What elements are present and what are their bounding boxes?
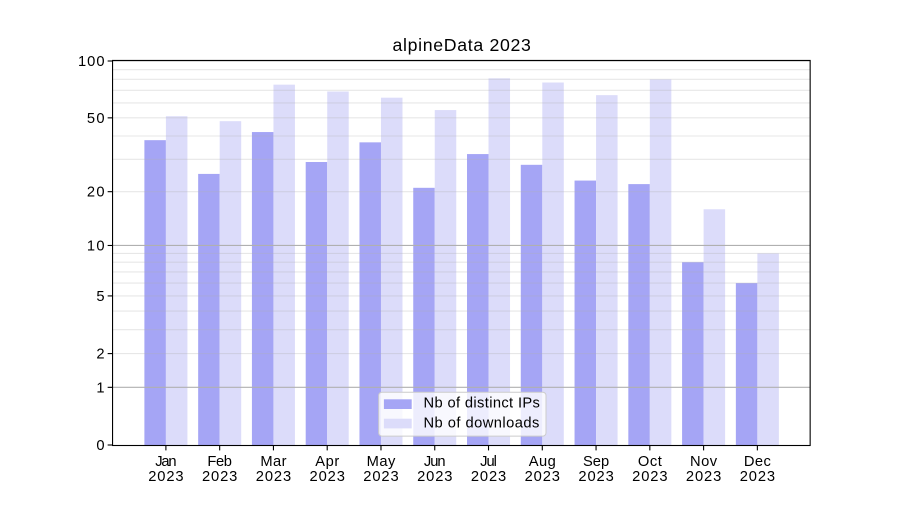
svg-text:May: May [367, 454, 396, 470]
svg-text:2: 2 [96, 347, 104, 363]
svg-text:Jul: Jul [480, 454, 497, 470]
svg-text:Mar: Mar [260, 454, 286, 470]
svg-text:2023: 2023 [525, 469, 560, 485]
svg-text:Nb of distinct IPs: Nb of distinct IPs [424, 396, 540, 412]
svg-text:2023: 2023 [148, 469, 183, 485]
svg-text:2023: 2023 [417, 469, 452, 485]
svg-text:2023: 2023 [256, 469, 291, 485]
svg-text:0: 0 [96, 438, 104, 454]
svg-text:Nov: Nov [690, 454, 718, 470]
svg-text:2023: 2023 [471, 469, 506, 485]
svg-text:Nb of downloads: Nb of downloads [424, 415, 540, 431]
svg-text:2023: 2023 [202, 469, 237, 485]
svg-text:2023: 2023 [310, 469, 345, 485]
svg-text:2023: 2023 [686, 469, 721, 485]
svg-text:Aug: Aug [529, 454, 556, 470]
svg-text:alpineData 2023: alpineData 2023 [393, 35, 532, 55]
svg-text:20: 20 [87, 185, 105, 201]
svg-text:10: 10 [87, 238, 105, 254]
svg-text:1: 1 [96, 380, 104, 396]
svg-text:100: 100 [78, 54, 105, 70]
svg-text:Jun: Jun [424, 454, 446, 470]
svg-text:Oct: Oct [638, 454, 662, 470]
svg-text:Apr: Apr [315, 454, 339, 470]
svg-text:2023: 2023 [363, 469, 398, 485]
svg-text:50: 50 [87, 111, 105, 127]
svg-text:2023: 2023 [578, 469, 613, 485]
svg-text:Sep: Sep [583, 454, 609, 470]
svg-text:Feb: Feb [207, 454, 232, 470]
svg-text:2023: 2023 [632, 469, 667, 485]
svg-text:Jan: Jan [155, 454, 176, 470]
svg-text:Dec: Dec [744, 454, 771, 470]
svg-text:2023: 2023 [740, 469, 775, 485]
svg-text:5: 5 [96, 289, 104, 305]
